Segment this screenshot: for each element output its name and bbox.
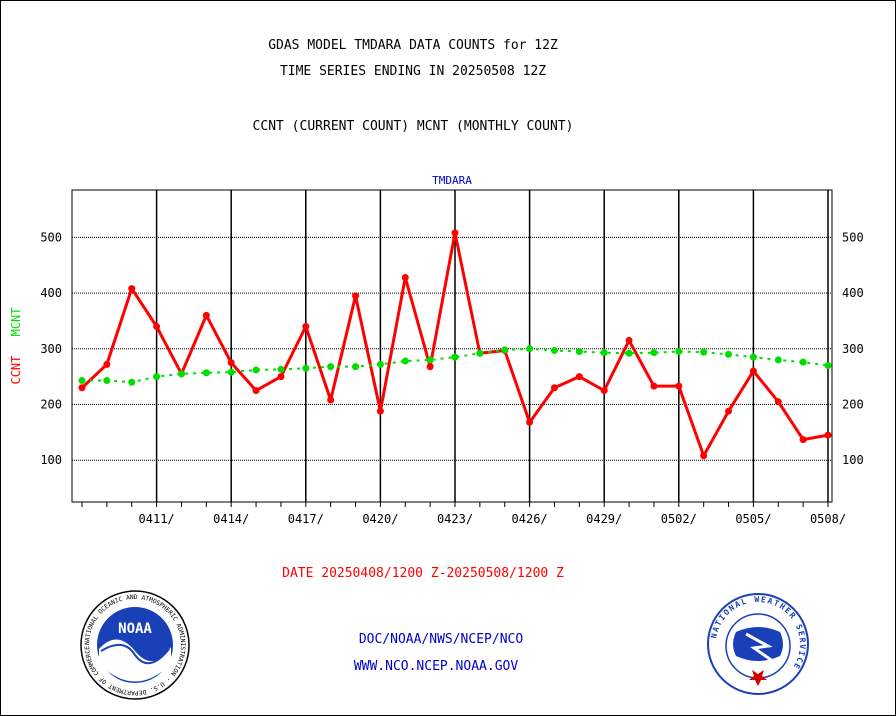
series xyxy=(78,229,832,460)
data-point-mcnt xyxy=(650,349,658,357)
axis-ticks: 100 100 200 200 300 300 400 400 500 500 0411/0414/… xyxy=(40,230,863,526)
data-point-ccnt xyxy=(625,336,633,344)
data-point-mcnt xyxy=(799,358,807,366)
data-point-mcnt xyxy=(252,366,260,374)
x-tick-label: 0505/ xyxy=(735,512,771,526)
data-point-ccnt xyxy=(277,373,285,381)
data-point-mcnt xyxy=(153,373,161,381)
data-point-ccnt xyxy=(774,398,782,406)
data-point-ccnt xyxy=(153,323,161,330)
data-point-ccnt xyxy=(799,436,807,444)
data-point-mcnt xyxy=(774,356,782,364)
data-point-mcnt xyxy=(426,356,434,364)
data-point-ccnt xyxy=(575,373,583,381)
x-tick-label: 0420/ xyxy=(362,512,398,526)
data-point-ccnt xyxy=(700,452,708,460)
svg-text:CCNT MCNT: CCNT MCNT xyxy=(9,307,23,384)
data-point-mcnt xyxy=(202,369,210,377)
data-point-mcnt xyxy=(501,346,509,354)
data-point-ccnt xyxy=(327,396,335,404)
y-tick-label-left: 500 xyxy=(40,230,62,244)
data-point-ccnt xyxy=(550,384,558,392)
data-point-ccnt xyxy=(824,431,832,439)
x-tick-label: 0417/ xyxy=(288,512,324,526)
data-point-mcnt xyxy=(824,362,832,369)
data-point-mcnt xyxy=(625,349,633,357)
x-tick-label: 0426/ xyxy=(512,512,548,526)
data-point-ccnt xyxy=(202,311,210,319)
data-point-ccnt xyxy=(302,323,310,330)
y-tick-label-left: 300 xyxy=(40,342,62,356)
data-point-mcnt xyxy=(177,370,185,378)
y-tick-label-left: 100 xyxy=(40,453,62,467)
y-axis-label: CCNT MCNT xyxy=(9,307,23,384)
data-point-mcnt xyxy=(476,349,484,357)
header-legend-description: CCNT (CURRENT COUNT) MCNT (MONTHLY COUNT… xyxy=(252,119,574,134)
data-point-ccnt xyxy=(526,418,534,426)
y-tick-label-right: 100 xyxy=(842,453,864,467)
data-point-ccnt xyxy=(401,273,409,281)
tmdara-chart: TMDARA 100 100 200 200 300 300 400 400 500 500 041… xyxy=(9,174,864,526)
data-point-ccnt xyxy=(749,367,757,375)
x-tick-label: 0508/ xyxy=(810,512,846,526)
data-point-mcnt xyxy=(277,365,285,373)
y-axis-label-ccnt: CCNT xyxy=(9,356,23,385)
data-point-mcnt xyxy=(700,348,708,356)
data-point-ccnt xyxy=(725,407,733,415)
y-tick-label-left: 400 xyxy=(40,286,62,300)
plot-area xyxy=(71,189,833,503)
y-tick-label-left: 200 xyxy=(40,398,62,412)
y-tick-label-right: 500 xyxy=(842,230,864,244)
x-tick-label: 0429/ xyxy=(586,512,622,526)
data-point-ccnt xyxy=(451,229,459,237)
x-tick-label: 0423/ xyxy=(437,512,473,526)
data-point-ccnt xyxy=(376,407,384,415)
data-point-mcnt xyxy=(376,360,384,368)
x-tick-label: 0502/ xyxy=(661,512,697,526)
data-point-ccnt xyxy=(426,363,434,371)
date-range-label: DATE 20250408/1200 Z-20250508/1200 Z xyxy=(282,566,564,581)
data-point-ccnt xyxy=(600,387,608,395)
data-point-mcnt xyxy=(128,378,136,386)
data-point-mcnt xyxy=(526,345,534,353)
org-path-label: DOC/NOAA/NWS/NCEP/NCO xyxy=(358,632,524,647)
nws-logo: NATIONAL WEATHER SERVICE xyxy=(707,593,809,695)
data-point-mcnt xyxy=(78,377,86,385)
data-point-mcnt xyxy=(675,348,683,356)
data-point-ccnt xyxy=(128,285,136,293)
data-point-ccnt xyxy=(252,387,260,395)
data-point-ccnt xyxy=(675,382,683,390)
y-tick-label-right: 300 xyxy=(842,342,864,356)
data-point-mcnt xyxy=(352,363,360,371)
data-point-ccnt xyxy=(352,292,360,300)
data-point-mcnt xyxy=(600,349,608,357)
website-label: WWW.NCO.NCEP.NOAA.GOV xyxy=(353,659,519,674)
data-point-ccnt xyxy=(103,360,111,368)
data-point-mcnt xyxy=(451,353,459,361)
header-series-ending: TIME SERIES ENDING IN 20250508 12Z xyxy=(279,64,547,79)
data-point-ccnt xyxy=(650,382,658,390)
data-point-mcnt xyxy=(103,377,111,385)
data-point-mcnt xyxy=(227,368,235,376)
data-point-mcnt xyxy=(401,357,409,365)
data-point-mcnt xyxy=(575,348,583,356)
data-point-ccnt xyxy=(227,359,235,367)
data-point-mcnt xyxy=(749,353,757,361)
x-tick-label: 0411/ xyxy=(139,512,175,526)
data-point-mcnt xyxy=(725,350,733,358)
grid xyxy=(72,190,832,502)
y-tick-label-right: 400 xyxy=(842,286,864,300)
data-point-mcnt xyxy=(302,364,310,372)
noaa-logo: NATIONAL OCEANIC AND ATMOSPHERIC ADMINIS… xyxy=(79,589,190,700)
chart-title: TMDARA xyxy=(432,174,472,187)
x-tick-label: 0414/ xyxy=(213,512,249,526)
data-point-mcnt xyxy=(327,363,335,371)
header-title: GDAS MODEL TMDARA DATA COUNTS for 12Z xyxy=(268,38,558,53)
y-axis-label-mcnt: MCNT xyxy=(9,307,23,336)
y-tick-label-right: 200 xyxy=(842,398,864,412)
data-point-ccnt xyxy=(78,384,86,392)
noaa-logo-text: NOAA xyxy=(118,621,152,637)
data-point-mcnt xyxy=(550,346,558,354)
